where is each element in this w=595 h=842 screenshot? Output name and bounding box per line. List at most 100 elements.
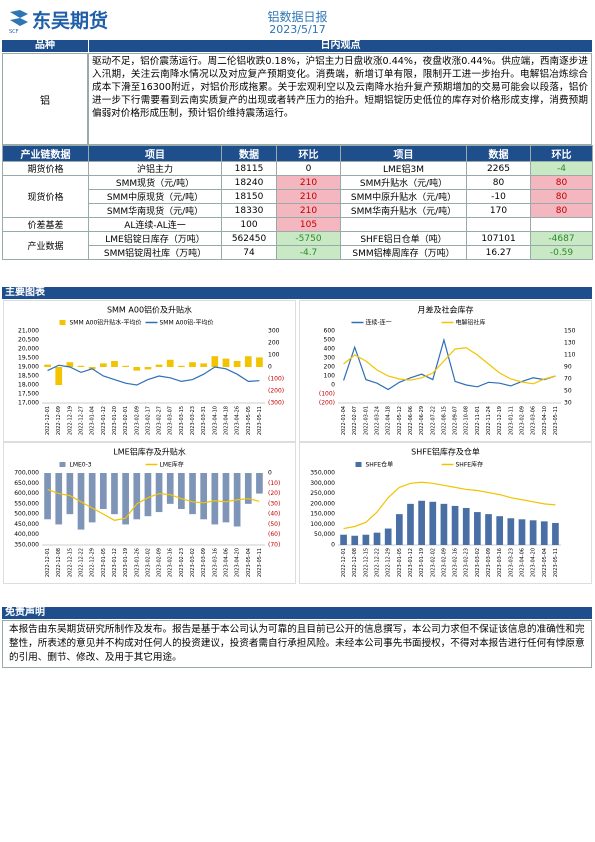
x-tick-label: 2023-03-23 (190, 406, 196, 435)
logo-sub: SCF (9, 29, 19, 35)
x-tick-label: 2022-12-01 (45, 406, 51, 435)
tick-label: 350,000 (310, 470, 335, 477)
tick-label: 200 (268, 340, 280, 347)
bar (518, 519, 526, 545)
x-tick-label: 2023-01-12 (112, 548, 118, 577)
x-tick-label: 2023-03-09 (201, 548, 207, 577)
view-text: 驱动不足，铝价震荡运行。周二伦铝收跌0.18%，沪铝主力日盘收涨0.44%，夜盘… (88, 53, 592, 145)
bar (88, 473, 96, 523)
bar (351, 535, 359, 545)
bar (166, 359, 174, 367)
table-cell: 105 (276, 217, 341, 232)
x-tick-label: 2023-02-09 (157, 548, 163, 577)
bar (200, 473, 208, 520)
x-tick-label: 2023-01-11 (508, 406, 514, 435)
x-tick-label: 2022-12-01 (45, 548, 51, 577)
bar (429, 501, 437, 545)
table-cell: 74 (221, 245, 277, 260)
legend-label: LME库存 (160, 461, 184, 469)
tick-label: 21,000 (18, 328, 39, 335)
table-cell: 107101 (466, 231, 531, 246)
x-tick-label: 2022-12-27 (79, 406, 85, 435)
x-tick-label: 2022-07-22 (430, 406, 436, 435)
table-cell: 18240 (221, 175, 277, 190)
tick-label: 130 (564, 340, 576, 347)
table-row: 价差基差 AL连续-AL连一 100 105 (2, 217, 593, 232)
line (343, 481, 556, 530)
bar (407, 503, 414, 545)
bar (485, 514, 492, 545)
x-tick-label: 2022-03-24 (375, 406, 381, 435)
bar (256, 357, 263, 367)
x-tick-label: 2023-01-12 (408, 548, 414, 577)
x-tick-label: 2022-12-19 (67, 406, 73, 435)
table-row: SMM铝锭周社库（万吨） 74 -4.7 SMM铝棒周库存（万吨） 16.27 -0.59 (3, 245, 593, 260)
tick-label: 0 (268, 470, 272, 477)
legend-swatch (355, 462, 362, 467)
table-cell: 沪铝主力 (88, 161, 222, 176)
bar (155, 364, 163, 367)
tick-label: 19,500 (18, 355, 39, 362)
disclaimer-text: 本报告由东吴期货研究所制作及发布。报告是基于本公司认为可靠的且目前已公开的信息撰… (2, 620, 592, 668)
bar (211, 356, 219, 367)
x-tick-label: 2023-03-07 (168, 406, 174, 435)
x-tick-label: 2023-01-05 (397, 548, 403, 577)
bar (133, 367, 141, 371)
x-tick-label: 2023-04-18 (223, 406, 229, 435)
bar (55, 473, 63, 525)
legend-label: 连续-连一 (366, 319, 392, 327)
x-tick-label: 2023-03-31 (201, 406, 207, 435)
x-tick-label: 2023-03-16 (497, 548, 503, 577)
x-tick-label: 2023-02-16 (168, 548, 174, 577)
table-cell: LME铝锭日库存（万吨） (88, 231, 222, 246)
x-tick-label: 2023-02-02 (430, 548, 436, 577)
table-cell: SMM铝锭周社库（万吨） (88, 245, 222, 260)
x-tick-label: 2023-03-16 (212, 548, 218, 577)
x-tick-label: 2023-03-02 (475, 548, 481, 577)
table-cell: 18330 (221, 203, 277, 218)
x-tick-label: 2023-04-06 (223, 548, 229, 577)
x-tick-label: 2023-04-20 (235, 548, 241, 577)
table-cell: 18150 (221, 189, 277, 204)
table-cell: SMM华南升贴水（元/吨） (340, 203, 467, 218)
x-tick-label: 2022-01-04 (341, 406, 347, 435)
report-title: 铝数据日报 (267, 10, 328, 24)
x-tick-label: 2023-03-15 (179, 406, 185, 435)
tick-label: (200) (319, 400, 335, 407)
table-cell: -10 (466, 189, 531, 204)
tick-label: 17,000 (18, 400, 39, 407)
table-cell: 18115 (221, 161, 277, 176)
table-cell: -4687 (530, 231, 593, 246)
tick-label: 20,000 (18, 346, 39, 353)
bar (233, 361, 241, 367)
table-cell: SMM中原现货（元/吨） (88, 189, 222, 204)
chart-title: SMM A00铝价及升贴水 (107, 305, 192, 315)
bar (529, 520, 537, 545)
bar (540, 521, 548, 545)
x-tick-label: 2023-02-23 (179, 548, 185, 577)
tick-label: 500 (324, 337, 336, 344)
bar (122, 473, 129, 525)
line (343, 337, 556, 391)
table-cell: AL连续-AL连一 (88, 217, 222, 232)
tick-label: 650,000 (14, 480, 39, 487)
tick-label: (300) (268, 400, 284, 407)
bar (451, 505, 459, 545)
table-cell (466, 217, 531, 232)
table-header-cell: 项目 (88, 145, 222, 162)
bar (44, 473, 51, 520)
x-tick-label: 2022-04-18 (386, 406, 392, 435)
data-table: 产业链数据 项目 数据 环比 项目 数据 环比 期货价格 沪铝主力 18115 0 LME铝3M 226… (2, 145, 593, 260)
x-tick-label: 2023-01-04 (90, 406, 96, 435)
x-tick-label: 2022-12-19 (497, 406, 503, 435)
x-tick-label: 2023-04-20 (531, 548, 537, 577)
tick-label: 200,000 (310, 500, 335, 507)
tick-label: 300 (324, 355, 336, 362)
tick-label: 18,000 (18, 382, 39, 389)
legend-label: SMM A00铝升贴水-平均价 (70, 319, 142, 327)
x-tick-label: 2023-01-12 (101, 406, 107, 435)
tick-label: 600,000 (14, 490, 39, 497)
table-cell: -4.7 (276, 245, 341, 260)
tick-label: (50) (268, 521, 280, 528)
